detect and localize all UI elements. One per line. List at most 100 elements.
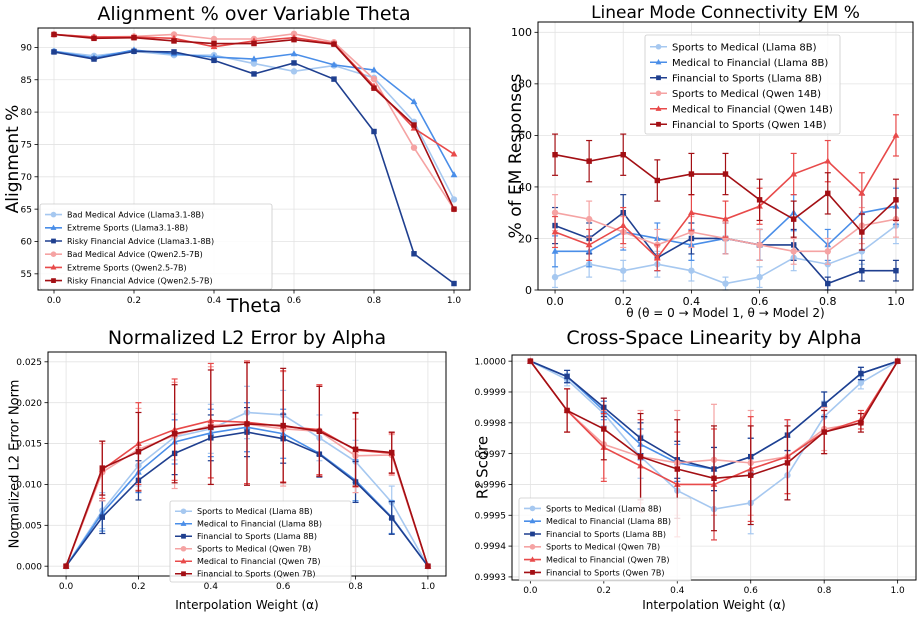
data-point [425, 563, 431, 569]
x-tick-label: 0.2 [614, 295, 632, 308]
data-point [637, 453, 644, 460]
data-point [331, 41, 337, 47]
data-point [688, 267, 695, 274]
data-point [451, 280, 457, 287]
plot-frame [537, 21, 914, 291]
data-point [331, 76, 337, 82]
legend-entry: Risky Financial Advice (Llama3.1-8B) [67, 237, 214, 246]
x-tick-label: 0.8 [367, 296, 382, 306]
legend-entry: Bad Medical Advice (Qwen2.5-7B) [67, 250, 203, 259]
legend-swatch-marker [655, 90, 662, 97]
legend-swatch-marker [180, 520, 187, 526]
y-tick-label: 100 [511, 26, 532, 39]
y-tick-label: 0.9993 [475, 573, 507, 583]
legend: Bad Medical Advice (Llama3.1-8B) Extreme … [39, 203, 273, 290]
legend-swatch-marker [529, 505, 536, 512]
legend-entry: Sports to Medical (Llama 8B) [197, 507, 313, 516]
y-tick-label: 70 [21, 173, 33, 183]
y-tick-label: 90 [21, 44, 33, 54]
data-point [290, 50, 298, 57]
data-point [824, 157, 832, 164]
data-point [620, 151, 626, 158]
legend-swatch-marker [655, 43, 662, 50]
data-point [858, 370, 864, 377]
data-point [250, 60, 258, 67]
series-3 [51, 48, 457, 287]
data-point [91, 56, 97, 62]
data-point [748, 472, 754, 478]
data-point [411, 251, 417, 257]
data-point [171, 49, 177, 55]
data-point [171, 431, 178, 437]
y-tick-label: 40 [518, 181, 532, 194]
x-tick-label: 1.0 [890, 586, 905, 596]
data-point [688, 171, 695, 177]
data-point [674, 466, 680, 472]
data-point [825, 190, 831, 197]
x-tick-label: 0.8 [348, 582, 363, 592]
data-point [91, 35, 97, 42]
data-point [370, 66, 378, 73]
data-point [131, 34, 137, 41]
data-point [210, 35, 218, 43]
y-tick-label: 0.025 [16, 358, 42, 368]
y-axis-label: Alignment % [3, 105, 23, 214]
data-point [756, 197, 763, 203]
legend-swatch-marker [529, 556, 536, 562]
x-axis-label: Interpolation Weight (α) [175, 598, 319, 612]
data-point [711, 475, 717, 482]
legend-entry: Medical to Financial (Qwen 7B) [197, 557, 321, 566]
data-point [411, 122, 417, 128]
data-point [564, 407, 570, 414]
data-point [892, 131, 900, 138]
x-tick-label: 0.6 [276, 582, 291, 592]
y-tick-label: 0.9995 [475, 511, 507, 521]
x-axis-label: Theta [226, 295, 281, 317]
legend-swatch-marker [180, 545, 187, 552]
x-tick-label: 0.8 [817, 586, 832, 596]
chart-title: Linear Mode Connectivity EM % [591, 3, 860, 23]
y-tick-label: 85 [21, 76, 32, 86]
data-point [171, 38, 177, 44]
data-point [893, 267, 899, 274]
series-6 [63, 362, 431, 569]
legend-swatch-marker [529, 544, 536, 550]
legend-entry: Medical to Financial (Qwen 7B) [546, 555, 670, 564]
x-tick-label: 0.0 [59, 582, 74, 592]
y-tick-label: 0.015 [16, 440, 42, 450]
legend-entry: Sports to Medical (Qwen 7B) [546, 543, 660, 552]
legend-box [39, 203, 273, 290]
x-tick-label: 0.4 [683, 295, 701, 308]
x-tick-label: 0.2 [131, 582, 145, 592]
data-point [552, 151, 558, 158]
x-tick-label: 0.6 [744, 586, 759, 596]
legend-entry: Financial to Sports (Llama 8B) [546, 530, 666, 539]
legend: Sports to Medical (Llama 8B) Medical to F… [644, 34, 841, 135]
y-tick-label: 80 [21, 108, 33, 118]
data-point [371, 85, 377, 91]
series-5 [50, 30, 458, 157]
data-point [790, 248, 797, 255]
x-tick-label: 0.2 [127, 296, 141, 306]
legend-swatch-marker [180, 508, 187, 515]
legend-entry: Sports to Medical (Qwen 7B) [197, 545, 311, 554]
data-point [756, 241, 763, 249]
legend-entry: Financial to Sports (Llama 8B) [197, 532, 317, 541]
legend-swatch-marker [655, 105, 662, 111]
data-point [824, 248, 831, 255]
y-axis-label: Normalized L2 Error Norm [8, 380, 23, 549]
y-tick-label: 80 [518, 78, 532, 91]
data-point [857, 379, 865, 386]
data-point [688, 209, 695, 216]
legend-swatch-marker [529, 517, 536, 524]
legend-box [644, 34, 841, 135]
legend-entry: Sports to Medical (Llama 8B) [672, 42, 817, 53]
legend-swatch-marker [181, 571, 186, 577]
x-axis-label: Interpolation Weight (α) [642, 598, 786, 612]
data-point [654, 177, 661, 184]
data-point [450, 171, 458, 178]
data-point [756, 273, 763, 281]
data-point [211, 40, 217, 47]
x-tick-label: 1.0 [421, 582, 436, 592]
y-tick-label: 0.9996 [475, 481, 507, 491]
